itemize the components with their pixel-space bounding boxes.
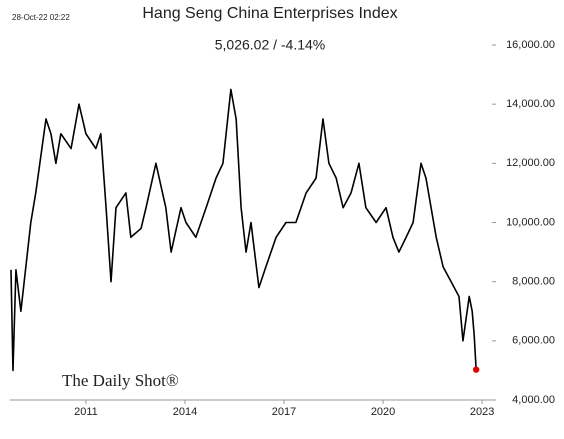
y-tick-label: 16,000.00	[506, 39, 555, 51]
y-tick-label: 10,000.00	[506, 216, 555, 228]
timestamp: 28-Oct-22 02:22	[12, 13, 70, 22]
y-tick-label: 4,000.00	[512, 394, 555, 406]
line-series	[10, 88, 477, 372]
x-tick-label: 2023	[470, 406, 494, 418]
y-tick-label: 14,000.00	[506, 98, 555, 110]
x-tick-label: 2020	[371, 406, 395, 418]
chart-title: Hang Seng China Enterprises Index	[142, 5, 397, 22]
chart-subtitle: 5,026.02 / -4.14%	[215, 37, 326, 53]
x-tick-label: 2011	[74, 406, 98, 418]
x-tick-label: 2014	[173, 406, 197, 418]
y-tick-label: 8,000.00	[512, 276, 555, 288]
x-tick-label: 2017	[272, 406, 296, 418]
y-tick-label: 12,000.00	[506, 157, 555, 169]
end-marker	[472, 366, 480, 373]
y-tick-label: 6,000.00	[512, 335, 555, 347]
watermark: The Daily Shot®	[62, 371, 179, 390]
